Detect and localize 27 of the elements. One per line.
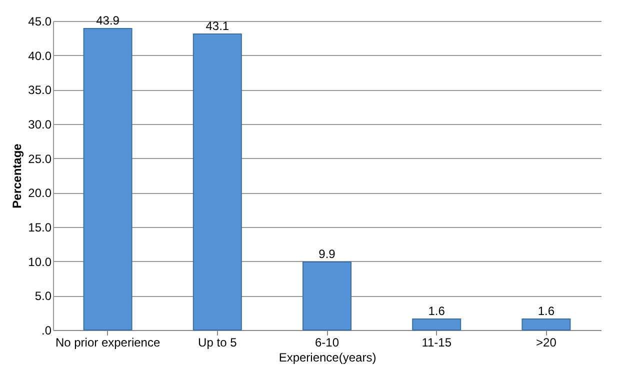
y-tick-label: 5.0	[34, 289, 52, 304]
bar	[522, 318, 571, 330]
y-tick-label: 10.0	[28, 254, 52, 269]
data-label: 43.1	[206, 19, 230, 34]
x-tick-label: 6-10	[314, 336, 340, 350]
y-tick-label: 35.0	[28, 83, 52, 98]
x-tick-label: 11-15	[422, 336, 452, 350]
data-label: 43.9	[96, 14, 120, 28]
data-label: 1.6	[538, 304, 555, 318]
data-label: 1.6	[428, 304, 446, 318]
y-tick-label: 15.0	[28, 220, 52, 234]
x-tick-label: >20	[536, 336, 557, 350]
bar	[192, 34, 242, 330]
x-tick-label: No prior experience	[55, 336, 160, 350]
bar	[412, 318, 462, 330]
bar	[83, 28, 132, 330]
y-tick-label: 40.0	[28, 48, 52, 63]
y-axis-title: Percentage	[10, 143, 24, 208]
bar	[302, 262, 352, 330]
x-tick-label: Up to 5	[198, 336, 238, 350]
y-tick-label: 45.0	[28, 14, 52, 28]
y-tick-label: 30.0	[28, 118, 52, 132]
x-axis-title: Experience(years)	[278, 350, 376, 364]
data-label: 9.9	[318, 247, 336, 262]
y-tick-label: 20.0	[28, 186, 52, 200]
y-tick-label: .0	[41, 324, 52, 338]
y-tick-label: 25.0	[28, 152, 52, 166]
